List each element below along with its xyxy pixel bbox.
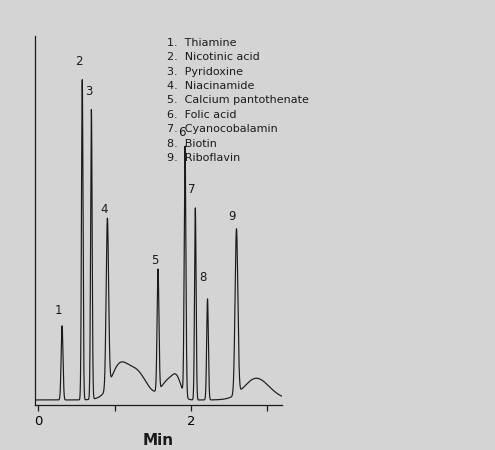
Text: 1.  Thiamine
2.  Nicotinic acid
3.  Pyridoxine
4.  Niacinamide
5.  Calcium panto: 1. Thiamine 2. Nicotinic acid 3. Pyridox…	[167, 38, 309, 163]
Text: 2: 2	[75, 55, 82, 68]
Text: 4: 4	[100, 203, 108, 216]
Text: 6: 6	[178, 126, 186, 139]
Text: 1: 1	[55, 304, 62, 317]
Text: 9: 9	[229, 210, 236, 223]
Text: 5: 5	[151, 254, 158, 267]
Text: 3: 3	[86, 86, 93, 99]
X-axis label: Min: Min	[143, 433, 174, 448]
Text: 7: 7	[188, 183, 196, 196]
Text: 8: 8	[199, 271, 207, 284]
